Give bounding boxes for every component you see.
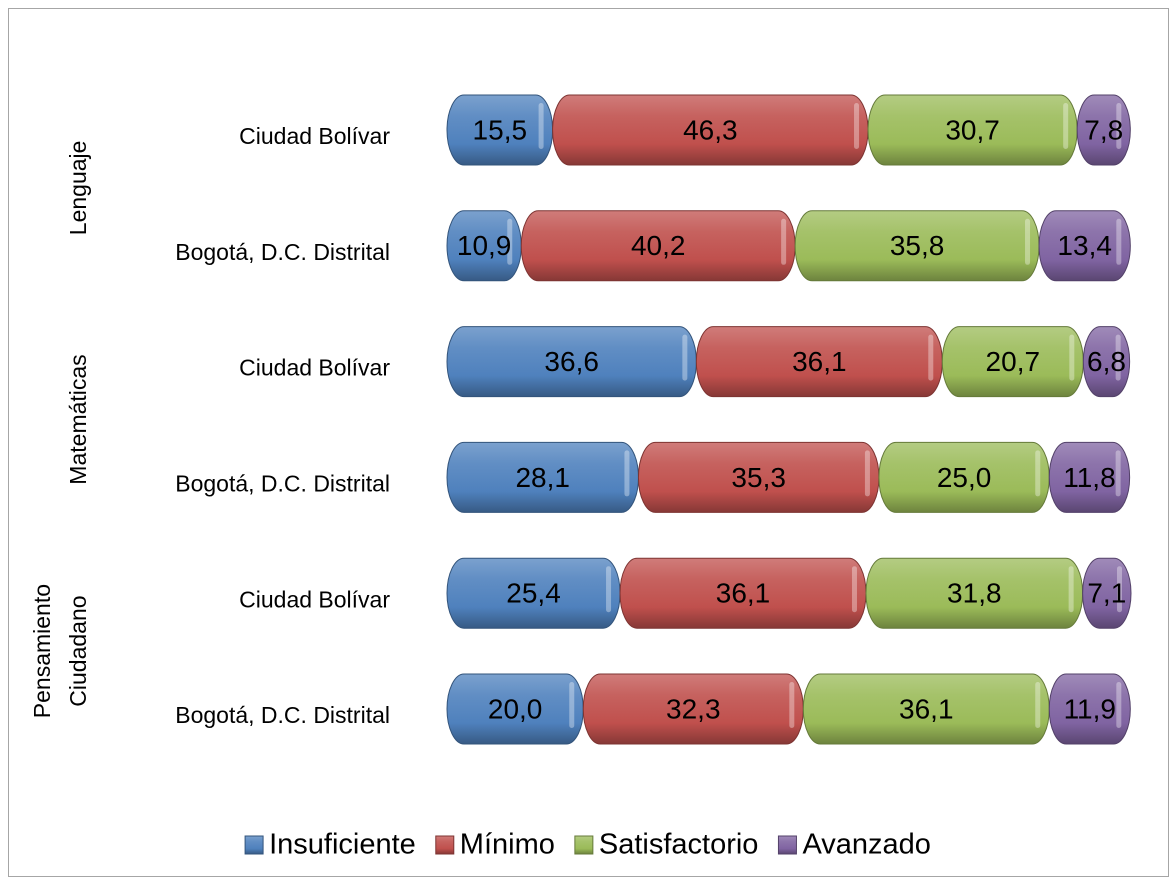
bar-highlight (854, 103, 860, 149)
bar-highlight (1115, 450, 1121, 497)
chart-border (8, 8, 1169, 877)
data-label: 32,3 (666, 693, 721, 724)
data-label: 15,5 (473, 114, 528, 145)
bar-highlight (538, 103, 544, 149)
category-label: Bogotá, D.C. Distrital (175, 239, 390, 265)
data-label: 35,8 (890, 230, 945, 261)
legend-label: Mínimo (460, 829, 555, 861)
bar-highlight (1069, 334, 1075, 381)
bar-highlight (1117, 566, 1122, 613)
bar-segment (1048, 441, 1131, 513)
data-label: 28,1 (515, 462, 570, 493)
data-label: 20,7 (986, 346, 1041, 377)
legend-label: Avanzado (802, 829, 930, 861)
bar-highlight (1116, 103, 1122, 149)
data-label: 36,6 (544, 346, 599, 377)
bar-highlight (1116, 218, 1122, 265)
bar-highlight (1115, 334, 1121, 381)
data-label: 11,9 (1064, 693, 1116, 724)
data-label: 36,1 (716, 578, 771, 609)
bar-highlight (569, 682, 575, 728)
legend-swatch (574, 835, 594, 855)
data-label: 30,7 (945, 114, 1000, 145)
group-label: Lenguaje (65, 141, 91, 236)
data-label: 36,1 (899, 693, 954, 724)
group-label: Pensamiento (29, 584, 55, 718)
bar-highlight (1063, 103, 1069, 149)
data-label: 7,1 (1087, 578, 1126, 609)
bar-segment (1082, 326, 1131, 398)
bar-highlight (781, 218, 787, 265)
bar-highlight (1035, 450, 1041, 497)
bar-segment (1082, 557, 1132, 629)
bar-highlight (789, 682, 795, 728)
bar-highlight (864, 450, 870, 497)
legend: Insuficiente Mínimo Satisfactorio Avanzado (244, 829, 931, 861)
group-label: Ciudadano (65, 595, 91, 706)
legend-swatch (435, 835, 455, 855)
data-label: 40,2 (631, 230, 686, 261)
data-label: 46,3 (683, 114, 738, 145)
data-label: 11,8 (1063, 462, 1115, 493)
legend-label: Insuficiente (269, 829, 416, 861)
data-label: 25,4 (506, 578, 561, 609)
category-label: Ciudad Bolívar (239, 123, 390, 149)
bar-highlight (507, 218, 513, 265)
legend-label: Satisfactorio (599, 829, 759, 861)
bar-segment (1076, 94, 1131, 166)
category-label: Ciudad Bolívar (239, 355, 390, 381)
legend-swatch (244, 835, 264, 855)
data-label: 7,8 (1084, 114, 1123, 145)
bar-highlight (928, 334, 934, 381)
bar-highlight (1025, 218, 1031, 265)
bar-highlight (1068, 566, 1074, 613)
bar-segment (1038, 210, 1131, 282)
data-label: 36,1 (792, 346, 847, 377)
data-label: 25,0 (937, 462, 992, 493)
bar-segment (1048, 673, 1131, 745)
data-label: 35,3 (731, 462, 786, 493)
bar-highlight (851, 566, 857, 613)
data-label: 13,4 (1057, 230, 1112, 261)
category-label: Ciudad Bolívar (239, 586, 390, 612)
data-label: 20,0 (488, 693, 543, 724)
legend-swatch (777, 835, 797, 855)
data-label: 6,8 (1087, 346, 1126, 377)
bar-highlight (1116, 682, 1122, 728)
category-label: Bogotá, D.C. Distrital (175, 702, 390, 728)
bar-highlight (606, 566, 612, 613)
category-label: Bogotá, D.C. Distrital (175, 470, 390, 496)
data-label: 31,8 (947, 578, 1002, 609)
bar-highlight (682, 334, 688, 381)
data-label: 10,9 (457, 230, 512, 261)
bar-highlight (624, 450, 630, 497)
bar-highlight (1035, 682, 1041, 728)
group-label: Matemáticas (65, 354, 91, 484)
